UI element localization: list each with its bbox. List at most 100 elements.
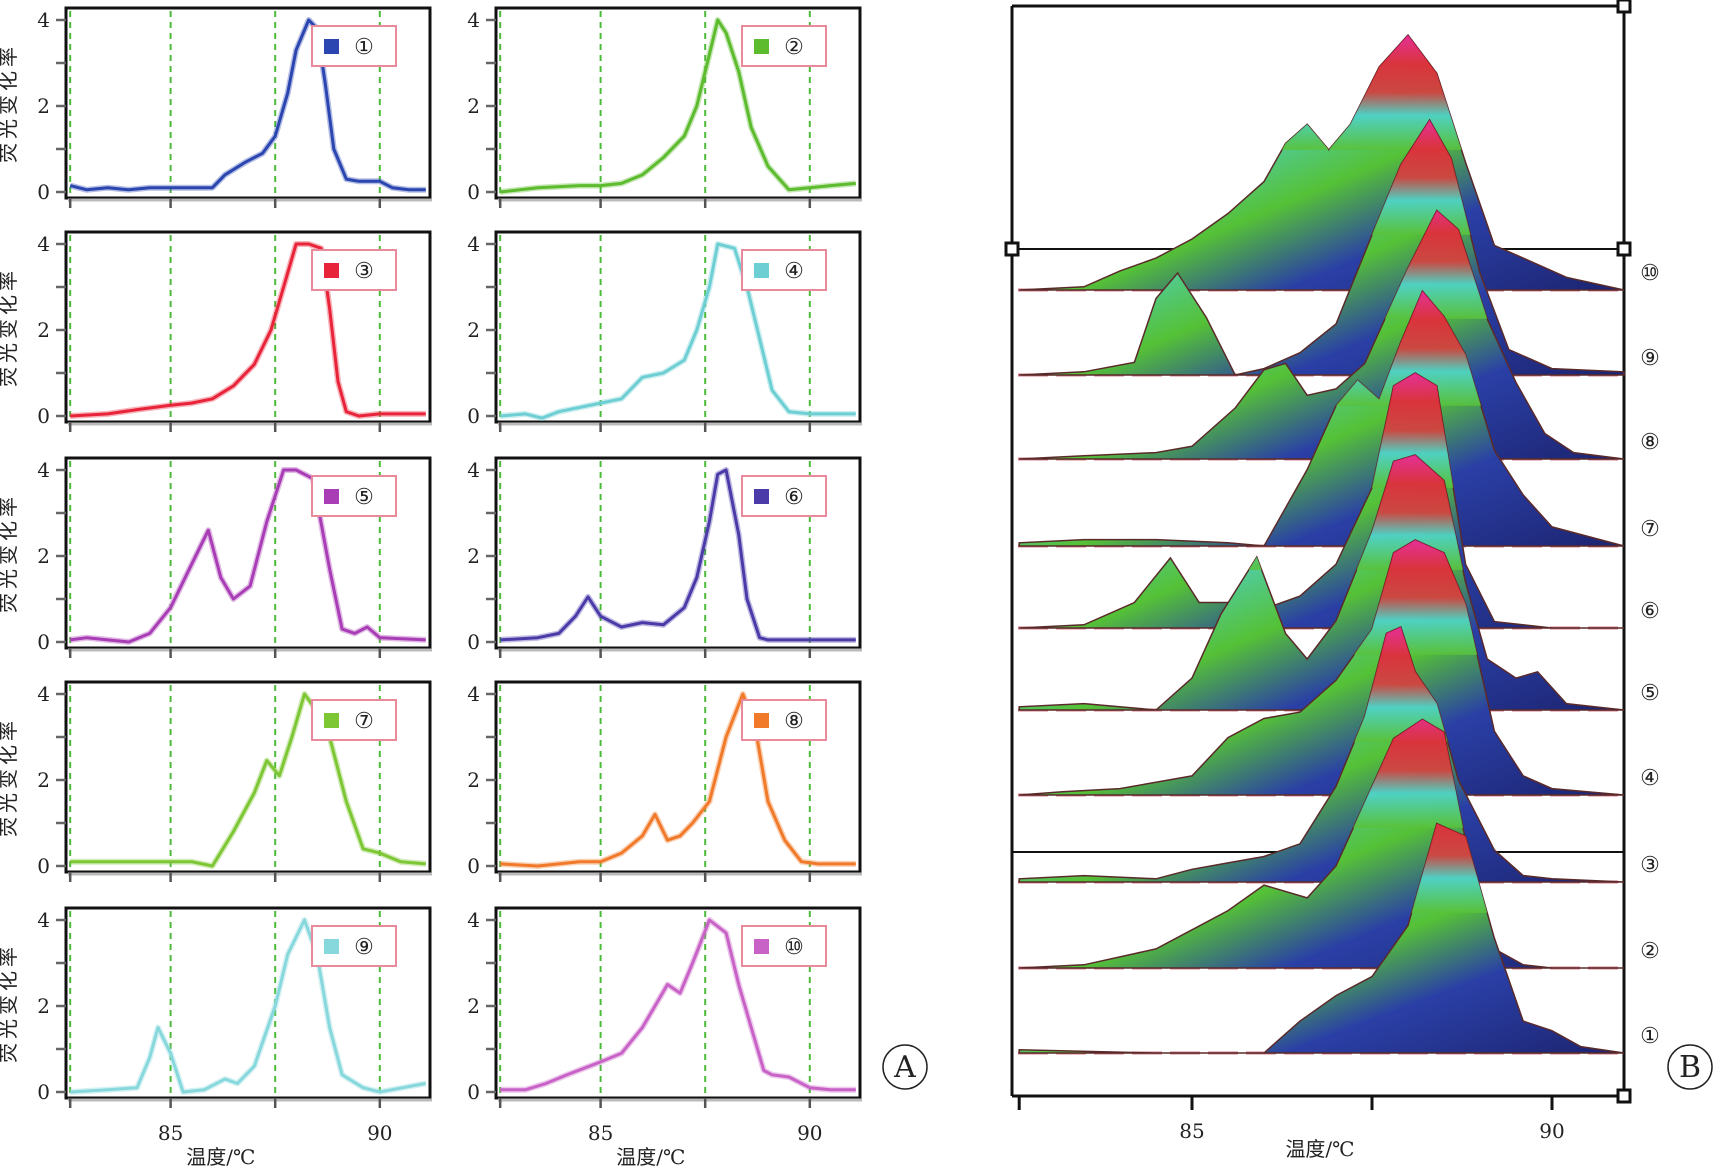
y-tick-label: 4 <box>467 458 480 482</box>
legend-label: ⑨ <box>354 935 374 960</box>
ridge-label: ⑧ <box>1640 430 1660 455</box>
legend-label: ⑩ <box>784 935 804 960</box>
subplot-3: 0 2 4 荧光变化率 ③ <box>0 230 432 432</box>
legend-swatch <box>324 39 339 54</box>
x-axis-label: 温度/℃ <box>186 1145 255 1166</box>
y-tick-label: 4 <box>37 458 50 482</box>
legend-label: ⑤ <box>354 485 374 510</box>
legend-swatch <box>754 489 769 504</box>
legend: ③ <box>311 249 397 291</box>
x-axis-label: 温度/℃ <box>616 1145 685 1166</box>
series-line <box>69 18 426 192</box>
subplot-4: 0 2 4 ④ <box>467 230 862 432</box>
subplot-7: 0 2 4 荧光变化率 ⑦ <box>0 680 432 882</box>
subplot-10: 0 2 4 ⑩ 85 90 温度/℃ <box>467 906 862 1166</box>
y-axis-label: 荧光变化率 <box>0 717 20 837</box>
legend-label: ⑥ <box>784 485 804 510</box>
legend-swatch <box>324 939 339 954</box>
y-tick-label: 4 <box>467 232 480 256</box>
y-axis-label: 荧光变化率 <box>0 43 20 163</box>
legend: ④ <box>741 249 827 291</box>
ridge-label: ⑥ <box>1640 599 1660 624</box>
series-line <box>70 468 426 644</box>
y-tick-label: 0 <box>37 180 50 204</box>
y-tick-label: 0 <box>467 630 480 654</box>
y-tick-label: 4 <box>37 682 50 706</box>
x-tick-label: 85 <box>1179 1119 1204 1143</box>
y-tick-label: 4 <box>467 8 480 32</box>
series-line <box>70 692 426 868</box>
ridge-label: ⑩ <box>1640 261 1660 286</box>
x-tick-label: 85 <box>158 1121 183 1145</box>
legend-swatch <box>754 713 769 728</box>
x-tick-label: 90 <box>797 1121 822 1145</box>
legend-swatch <box>754 939 769 954</box>
y-tick-label: 0 <box>37 1080 50 1104</box>
y-tick-label: 2 <box>467 318 480 342</box>
y-tick-label: 0 <box>467 180 480 204</box>
legend-swatch <box>754 263 769 278</box>
legend: ⑦ <box>311 699 397 741</box>
subplot-1: 0 2 4 荧光变化率 ① <box>0 6 432 208</box>
y-tick-label: 2 <box>467 544 480 568</box>
x-tick-label: 85 <box>588 1121 613 1145</box>
legend: ⑧ <box>741 699 827 741</box>
ridge-label: ③ <box>1640 853 1660 878</box>
y-tick-label: 2 <box>37 94 50 118</box>
y-tick-label: 2 <box>37 544 50 568</box>
legend: ⑨ <box>311 925 397 967</box>
series-line <box>70 918 427 1094</box>
series-line <box>500 18 856 194</box>
ridge-label: ⑤ <box>1640 681 1660 706</box>
legend-box <box>311 249 397 291</box>
panel-b: ⑩ ⑨ ⑧ ⑦ ⑥ ⑤ ④ ③ ② ① 85 90 温度/℃ B <box>1004 0 1713 1161</box>
resize-handle <box>1616 1088 1632 1104</box>
subplot-8: 0 2 4 ⑧ <box>467 680 862 882</box>
series-line <box>500 692 856 868</box>
y-tick-label: 0 <box>37 404 50 428</box>
ridge-area <box>1019 33 1625 291</box>
x-axis-label: 温度/℃ <box>1285 1137 1354 1161</box>
y-tick-label: 2 <box>467 994 480 1018</box>
resize-handle <box>1616 0 1632 14</box>
resize-handle <box>1004 241 1020 257</box>
y-axis-label: 荧光变化率 <box>0 943 20 1063</box>
ridge-label: ② <box>1640 939 1660 964</box>
y-tick-label: 2 <box>467 768 480 792</box>
ridge-area <box>1018 625 1625 883</box>
legend: ⑥ <box>741 475 827 517</box>
y-tick-label: 0 <box>467 854 480 878</box>
series-line <box>500 918 856 1092</box>
resize-handle <box>1616 241 1632 257</box>
legend: ① <box>311 25 397 67</box>
legend: ⑤ <box>311 475 397 517</box>
y-tick-label: 4 <box>37 8 50 32</box>
y-tick-label: 4 <box>467 682 480 706</box>
legend-swatch <box>754 39 769 54</box>
legend-label: ② <box>784 35 804 60</box>
panel-label-circle <box>882 1044 928 1090</box>
series-line <box>500 242 856 420</box>
legend-label: ① <box>354 35 374 60</box>
legend-swatch <box>324 263 339 278</box>
legend-swatch <box>324 713 339 728</box>
y-tick-label: 2 <box>37 768 50 792</box>
legend-label: ④ <box>784 259 804 284</box>
ridge-peak-highlight <box>1019 35 1624 150</box>
ridge-label: ⑨ <box>1640 346 1660 371</box>
ridge-label: ④ <box>1640 766 1660 791</box>
legend-box <box>741 925 827 967</box>
ridge-area <box>1019 372 1624 629</box>
y-tick-label: 4 <box>37 908 50 932</box>
legend-swatch <box>324 489 339 504</box>
legend: ② <box>741 25 827 67</box>
y-tick-label: 0 <box>37 854 50 878</box>
subplot-9: 0 2 4 荧光变化率 ⑨ 85 90 温度/℃ <box>0 906 432 1166</box>
ridge-10: ⑩ <box>1018 33 1660 292</box>
x-tick-label: 90 <box>367 1121 392 1145</box>
y-tick-label: 0 <box>467 1080 480 1104</box>
y-tick-label: 2 <box>467 94 480 118</box>
y-tick-label: 2 <box>37 994 50 1018</box>
panel-label-circle <box>1667 1044 1713 1090</box>
